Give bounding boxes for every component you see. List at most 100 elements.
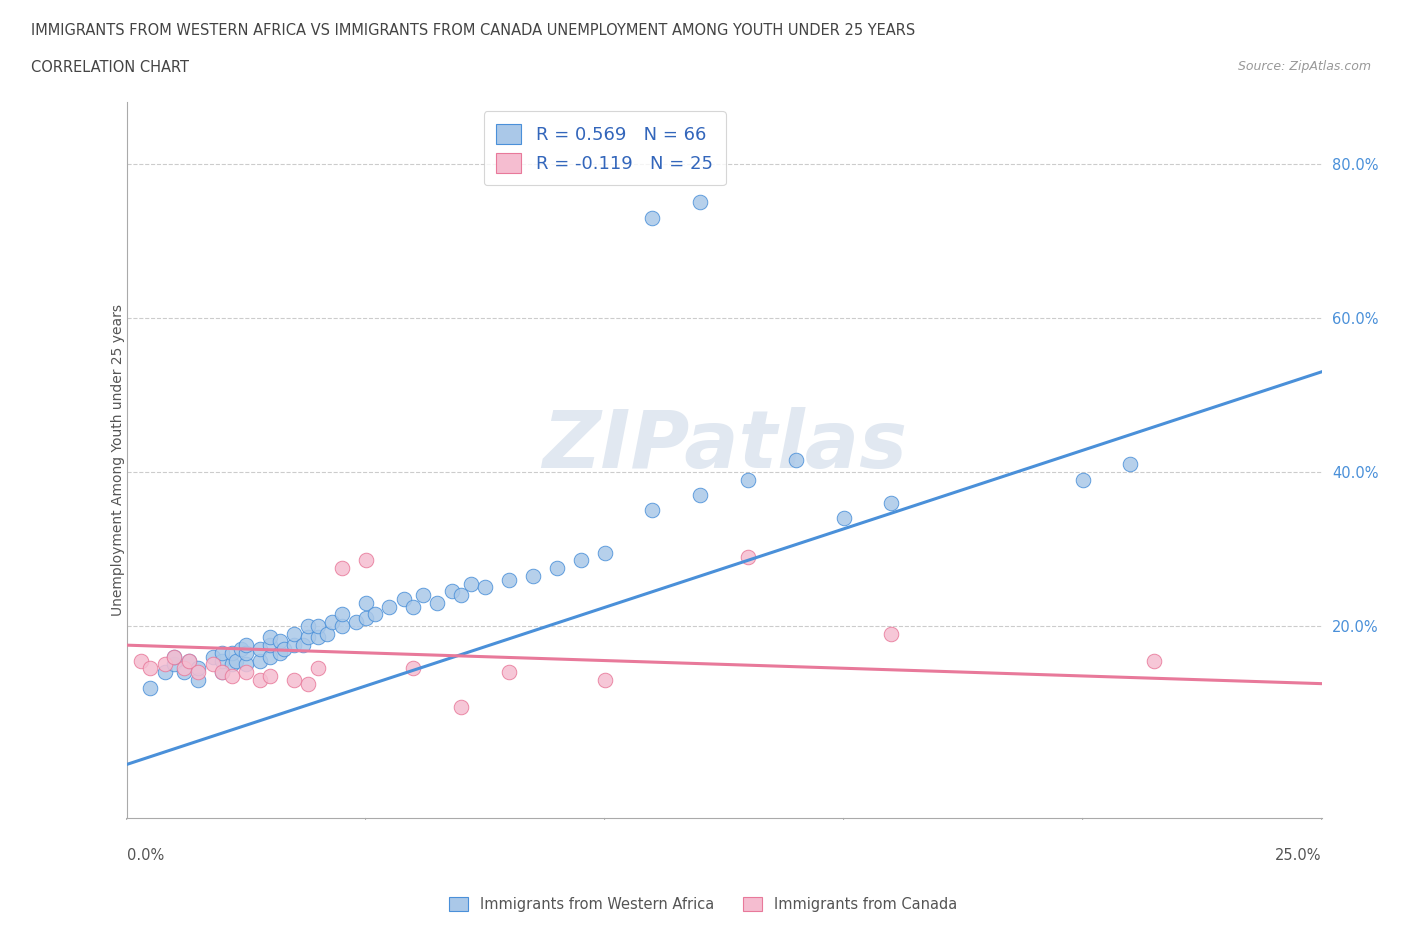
Point [1143,653,1166,668]
Text: 0.0%: 0.0% [127,848,163,863]
Point [177,653,200,668]
Point [412,588,434,603]
Point [880,626,903,641]
Point [440,584,463,599]
Point [450,699,472,714]
Point [689,487,711,502]
Point [498,572,520,587]
Point [249,672,271,687]
Point [259,630,281,644]
Point [344,615,367,630]
Point [177,653,200,668]
Text: 25.0%: 25.0% [1275,848,1322,863]
Point [211,665,233,680]
Point [163,649,186,664]
Point [187,661,209,676]
Point [221,657,243,671]
Point [187,665,209,680]
Point [221,645,243,660]
Point [737,472,759,487]
Point [307,618,329,633]
Y-axis label: Unemployment Among Youth under 25 years: Unemployment Among Youth under 25 years [111,304,125,617]
Point [249,642,271,657]
Point [474,580,496,595]
Point [689,195,711,210]
Point [297,676,319,691]
Text: ZIPatlas: ZIPatlas [541,407,907,485]
Point [321,615,343,630]
Point [460,576,482,591]
Legend: R = 0.569   N = 66, R = -0.119   N = 25: R = 0.569 N = 66, R = -0.119 N = 25 [484,112,725,185]
Point [269,645,291,660]
Point [1071,472,1094,487]
Point [364,607,387,622]
Point [235,645,257,660]
Point [283,638,305,653]
Point [211,665,233,680]
Text: IMMIGRANTS FROM WESTERN AFRICA VS IMMIGRANTS FROM CANADA UNEMPLOYMENT AMONG YOUT: IMMIGRANTS FROM WESTERN AFRICA VS IMMIGR… [31,23,915,38]
Point [426,595,449,610]
Point [259,649,281,664]
Point [201,649,224,664]
Point [153,657,176,671]
Point [593,545,616,560]
Point [307,661,329,676]
Point [201,657,224,671]
Point [273,642,295,657]
Point [569,553,592,568]
Text: CORRELATION CHART: CORRELATION CHART [31,60,188,75]
Point [225,653,247,668]
Point [402,661,425,676]
Point [546,561,568,576]
Point [593,672,616,687]
Point [235,665,257,680]
Point [354,595,377,610]
Point [880,496,903,511]
Point [139,661,162,676]
Point [832,511,855,525]
Point [354,553,377,568]
Point [235,657,257,671]
Legend: Immigrants from Western Africa, Immigrants from Canada: Immigrants from Western Africa, Immigran… [443,891,963,918]
Point [163,657,186,671]
Point [211,645,233,660]
Point [259,638,281,653]
Point [153,665,176,680]
Point [737,549,759,564]
Point [785,453,807,468]
Point [330,607,353,622]
Point [173,665,195,680]
Point [316,626,339,641]
Point [187,672,209,687]
Point [450,588,472,603]
Point [297,618,319,633]
Point [283,672,305,687]
Point [378,599,401,614]
Point [221,669,243,684]
Point [235,638,257,653]
Point [330,561,353,576]
Point [641,210,664,225]
Point [402,599,425,614]
Point [139,680,162,695]
Point [498,665,520,680]
Point [211,653,233,668]
Point [231,642,253,657]
Point [641,503,664,518]
Point [307,630,329,644]
Point [354,611,377,626]
Point [283,626,305,641]
Point [129,653,152,668]
Point [297,630,319,644]
Point [163,649,186,664]
Point [259,669,281,684]
Point [292,638,315,653]
Point [1119,457,1142,472]
Point [330,618,353,633]
Point [522,568,544,583]
Point [392,591,415,606]
Point [173,661,195,676]
Text: Source: ZipAtlas.com: Source: ZipAtlas.com [1237,60,1371,73]
Point [269,634,291,649]
Point [249,653,271,668]
